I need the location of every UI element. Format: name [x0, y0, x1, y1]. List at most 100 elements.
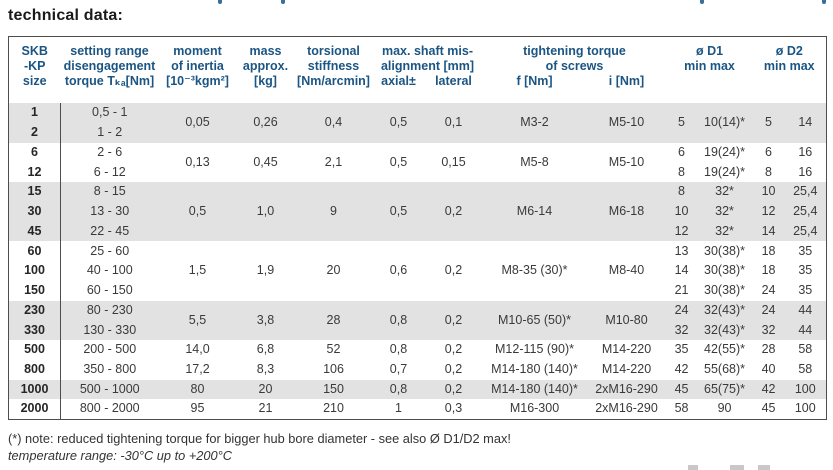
header-subrow: axial± lateral f [Nm] i [Nm] — [9, 74, 827, 103]
cell-axial: 0,5 — [372, 182, 425, 242]
header-tightening-torque: tightening torque of screws — [483, 37, 667, 75]
cell-setting-range: 13 - 30 — [60, 201, 159, 222]
cell-tightening-i: 2xM16-290 — [586, 379, 667, 400]
cell-d2-max: 100 — [794, 401, 816, 416]
header-d1-line2: min max — [684, 59, 735, 73]
header-axial: axial± — [381, 74, 416, 88]
cell-setting-range: 80 - 230 — [60, 300, 159, 321]
cell-setting-range: 25 - 60 — [90, 243, 130, 258]
cell-lateral: 0,2 — [424, 300, 483, 340]
cell-size: 2 — [8, 122, 61, 143]
cell-d1-max: 30(38)* — [704, 283, 746, 298]
cell-lateral: 0,1 — [424, 103, 483, 143]
header-row: SKB -KP size setting range disengagement… — [9, 37, 827, 88]
cell-tightening-i: 2xM16-290 — [595, 401, 658, 416]
header-misalignment: max. shaft mis- alignment [mm] — [373, 37, 483, 75]
header-inertia-line2: of inertia — [171, 59, 224, 73]
header-size-line3: size — [22, 74, 47, 88]
header-d1: ø D1 min max — [667, 37, 753, 104]
cell-d2-min: 24 — [752, 300, 785, 321]
cell-d2-max: 58 — [798, 362, 813, 377]
cell-setting-range: 800 - 2000 — [79, 401, 140, 416]
cell-moment-of-inertia: 0,5 — [158, 182, 237, 242]
cell-d1-min: 5 — [666, 103, 697, 143]
cell-torsional-stiffness: 28 — [294, 300, 373, 340]
cell-setting-range: 350 - 800 — [83, 362, 137, 377]
cell-d2-max: 58 — [798, 342, 813, 357]
cell-d1-max: 65(75)* — [696, 379, 753, 400]
cell-size: 2000 — [8, 399, 61, 419]
cell-d1-max: 30(38)* — [704, 243, 746, 258]
table-row: 1000 500 - 1000 80 20 150 0,8 0,2 M14-18… — [8, 379, 827, 400]
cell-torsional-stiffness: 106 — [323, 362, 344, 377]
cell-axial: 0,8 — [372, 300, 425, 340]
header-size-line1: SKB — [21, 44, 48, 58]
cell-d2-min: 10 — [752, 182, 785, 202]
header-setting-range: setting range disengagement torque Tₖₐ[N… — [61, 37, 159, 104]
cell-mass: 6,8 — [256, 342, 275, 357]
cell-axial: 0,7 — [389, 362, 408, 377]
cell-d2-max: 25,4 — [784, 182, 827, 202]
cell-mass: 3,8 — [236, 300, 295, 340]
cell-torsional-stiffness: 210 — [323, 401, 344, 416]
cell-lateral: 0,15 — [441, 154, 466, 169]
cell-moment-of-inertia: 5,5 — [158, 300, 237, 340]
cell-d2-min: 32 — [752, 320, 785, 340]
cropped-descender — [281, 0, 285, 4]
table-row: 500 200 - 500 14,0 6,8 52 0,8 0,2 M12-11… — [8, 340, 827, 360]
cell-tightening-i: M14-220 — [601, 342, 652, 357]
cell-tightening-i: M5-10 — [586, 103, 667, 143]
cell-tightening-f: M14-180 (140)* — [482, 379, 587, 400]
cell-d2-min: 14 — [752, 221, 785, 242]
cell-setting-range: 22 - 45 — [60, 221, 159, 242]
cell-lateral: 0,2 — [424, 379, 483, 400]
cell-d2-max: 16 — [798, 164, 813, 179]
header-range-line1: setting range — [70, 44, 149, 58]
cell-d1-max: 10(14)* — [696, 103, 753, 143]
cell-axial: 0,5 — [372, 103, 425, 143]
cell-d2-min: 12 — [752, 201, 785, 222]
cropped-descender — [822, 0, 826, 4]
table-row: 800 350 - 800 17,2 8,3 106 0,7 0,2 M14-1… — [8, 359, 827, 380]
cell-d2-max: 44 — [784, 300, 827, 321]
cell-d2-max: 44 — [784, 320, 827, 340]
cell-lateral: 0,2 — [424, 182, 483, 242]
cell-tightening-f: M5-8 — [520, 154, 549, 169]
header-lateral: lateral — [435, 74, 472, 88]
header-i: i [Nm] — [608, 74, 645, 88]
cell-size: 230 — [8, 300, 61, 321]
cell-mass: 1,9 — [256, 263, 275, 278]
cell-setting-range: 8 - 15 — [60, 182, 159, 202]
cell-tightening-i: M10-80 — [586, 300, 667, 340]
table-row: 12 6 - 12 8 19(24)* 8 16 — [8, 162, 827, 182]
cell-d1-min: 24 — [666, 300, 697, 321]
cell-size: 60 — [8, 241, 61, 261]
cell-size: 6 — [8, 142, 61, 163]
cell-setting-range: 200 - 500 — [83, 342, 137, 357]
footnote-temperature: temperature range: -30°C up to +200°C — [8, 448, 233, 463]
table-row: 60 25 - 60 1,5 1,9 20 0,6 0,2 M8-35 (30)… — [8, 241, 827, 277]
cell-setting-range: 40 - 100 — [86, 263, 133, 278]
header-inertia-line1: moment — [173, 44, 222, 58]
cell-d2-min: 40 — [761, 362, 776, 377]
cell-d1-min: 21 — [674, 283, 689, 298]
cell-tightening-i: M6-18 — [586, 182, 667, 242]
cell-axial: 0,8 — [389, 342, 408, 357]
header-d1-line1: ø D1 — [695, 44, 724, 58]
page-title: technical data: — [8, 7, 124, 24]
header-stiffness-line1: torsional — [307, 44, 360, 58]
cell-size: 800 — [8, 359, 61, 380]
cell-size: 12 — [8, 162, 61, 182]
header-tightening-line1: tightening torque — [523, 44, 626, 58]
table-row: 45 22 - 45 12 32* 14 25,4 — [8, 221, 827, 242]
cropped-ascender — [688, 465, 698, 470]
cell-torsional-stiffness: 150 — [294, 379, 373, 400]
table-row: 2 1 - 2 — [8, 122, 827, 143]
cell-torsional-stiffness: 9 — [294, 182, 373, 242]
header-range-line3: torque Tₖₐ[Nm] — [64, 74, 155, 88]
cell-d1-max: 55(68)* — [704, 362, 746, 377]
header-tightening-line2: of screws — [545, 59, 604, 73]
cell-d1-max: 32* — [696, 182, 753, 202]
cell-mass: 1,0 — [236, 182, 295, 242]
cell-size: 30 — [8, 201, 61, 222]
